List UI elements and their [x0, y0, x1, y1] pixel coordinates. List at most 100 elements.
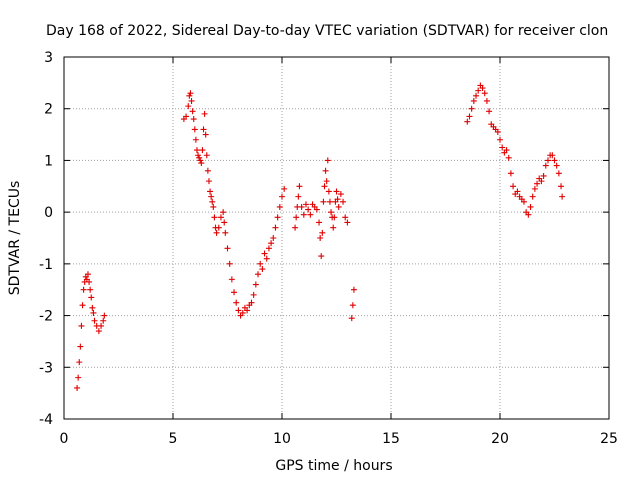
data-point: [483, 97, 490, 104]
y-tick-label: -3: [39, 360, 53, 376]
data-point: [331, 214, 338, 221]
data-point: [191, 126, 198, 133]
x-tick-label: 0: [60, 431, 69, 447]
data-point: [328, 209, 335, 216]
x-tick-label: 15: [382, 431, 400, 447]
data-point: [252, 281, 259, 288]
data-point: [257, 260, 264, 267]
data-point: [527, 203, 534, 210]
data-point: [342, 214, 349, 221]
data-point: [268, 240, 275, 247]
data-point: [538, 178, 545, 185]
x-axis-label: GPS time / hours: [275, 458, 392, 474]
data-point: [205, 178, 212, 185]
data-point: [231, 289, 238, 296]
data-point: [74, 384, 81, 391]
data-point: [322, 167, 329, 174]
data-point: [183, 113, 190, 120]
data-point: [499, 144, 506, 151]
data-point: [326, 198, 333, 205]
data-point: [98, 322, 105, 329]
y-tick-labels: -4 -3 -2 -1 0 1 2 3: [39, 50, 53, 428]
x-tick-label: 25: [600, 431, 618, 447]
data-point: [84, 271, 91, 278]
data-point: [295, 193, 302, 200]
data-point: [466, 113, 473, 120]
data-point: [190, 116, 197, 123]
data-point: [497, 136, 503, 143]
data-point: [95, 328, 102, 335]
y-axis-label: SDTVAR / TECUs: [7, 181, 23, 296]
data-point: [344, 219, 351, 226]
data-point: [193, 147, 200, 154]
data-point: [348, 315, 355, 322]
data-point: [204, 167, 211, 174]
data-point: [330, 224, 337, 231]
data-point: [534, 180, 541, 187]
data-point: [279, 193, 285, 200]
data-point: [473, 92, 480, 99]
data-point: [319, 229, 326, 236]
data-point: [250, 291, 257, 298]
data-point: [265, 245, 272, 252]
data-point: [274, 214, 281, 221]
data-point: [75, 374, 82, 381]
data-point: [100, 317, 107, 324]
data-point: [316, 219, 323, 226]
data-point: [292, 224, 299, 231]
data-point: [276, 203, 283, 210]
data-point: [551, 157, 558, 164]
data-point: [470, 97, 477, 104]
data-point: [198, 160, 205, 167]
data-point: [228, 276, 235, 283]
y-tick-label: -4: [39, 412, 53, 428]
data-point: [90, 309, 97, 316]
data-point: [349, 302, 356, 309]
data-point: [555, 170, 562, 177]
data-point: [293, 214, 300, 221]
data-point: [544, 157, 551, 164]
data-point: [221, 219, 228, 226]
data-point: [89, 304, 96, 311]
y-tick-label: 0: [44, 205, 53, 221]
data-point: [272, 224, 279, 231]
data-point: [197, 157, 204, 164]
data-point: [300, 211, 307, 218]
data-point: [189, 108, 196, 115]
data-point: [201, 110, 208, 117]
y-tick-label: 3: [44, 50, 53, 66]
data-point: [302, 201, 309, 208]
data-point: [244, 307, 251, 314]
x-tick-label: 20: [491, 431, 509, 447]
data-point: [196, 154, 203, 161]
data-point: [510, 183, 517, 190]
data-point: [79, 302, 86, 309]
data-point: [185, 103, 192, 110]
data-point: [494, 128, 501, 135]
data-point: [188, 97, 195, 104]
data-point: [239, 309, 246, 316]
data-point: [80, 286, 87, 293]
data-point: [514, 188, 521, 195]
chart-title: Day 168 of 2022, Sidereal Day-to-day VTE…: [46, 23, 608, 39]
data-point: [199, 147, 206, 154]
data-point: [350, 286, 357, 293]
data-point: [215, 224, 222, 231]
data-point: [325, 188, 332, 195]
data-points: [74, 82, 566, 391]
data-point: [333, 188, 340, 195]
data-point: [248, 299, 255, 306]
data-point: [318, 253, 325, 260]
data-point: [481, 90, 488, 97]
data-point: [542, 162, 549, 169]
data-point: [307, 211, 314, 218]
data-point: [210, 203, 217, 210]
data-point: [479, 85, 486, 92]
data-point: [78, 322, 85, 329]
data-point: [211, 214, 218, 221]
data-point: [208, 193, 215, 200]
data-point: [187, 90, 194, 97]
x-tick-label: 10: [273, 431, 291, 447]
plot-frame: [63, 56, 610, 420]
x-tick-labels: 0 5 10 15 20 25: [60, 431, 618, 447]
